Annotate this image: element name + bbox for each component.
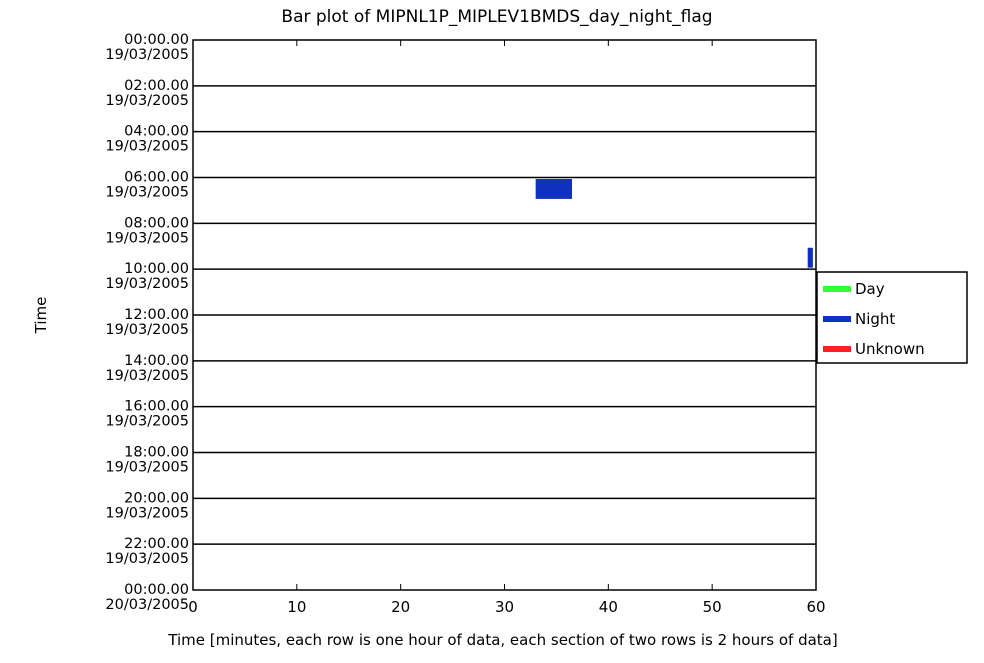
x-tick-label: 0 [188,598,198,616]
x-tick-label: 60 [806,598,825,616]
legend-swatch-unknown [823,346,851,352]
y-tick-date: 19/03/2005 [105,185,189,201]
y-tick-time: 00:00.00 [124,32,189,48]
y-tick-time: 10:00.00 [124,261,189,277]
y-tick-time: 18:00.00 [124,445,189,461]
legend: Day Night Unknown [816,271,968,364]
bars [535,179,813,268]
y-tick-date: 19/03/2005 [105,414,189,430]
y-tick-time: 22:00.00 [124,536,189,552]
y-tick-date: 19/03/2005 [105,460,189,476]
y-tick-time: 14:00.00 [124,353,189,369]
legend-swatch-night [823,316,851,322]
y-tick-date: 19/03/2005 [105,322,189,338]
y-tick-time: 16:00.00 [124,399,189,415]
x-tick-label: 20 [391,598,410,616]
y-tick-time: 06:00.00 [124,170,189,186]
y-tick-time: 02:00.00 [124,78,189,94]
y-tick-time: 20:00.00 [124,490,189,506]
legend-label-night: Night [855,310,895,328]
x-axis-title: Time [minutes, each row is one hour of d… [167,631,837,649]
y-tick-date: 19/03/2005 [105,368,189,384]
x-tick-label: 40 [599,598,618,616]
y-tick-date: 19/03/2005 [105,276,189,292]
y-tick-date: 19/03/2005 [105,47,189,63]
y-tick-time: 08:00.00 [124,215,189,231]
x-tick-label: 10 [287,598,306,616]
x-axis: 0 10 20 30 40 50 60 [188,40,826,616]
legend-swatch-day [823,286,851,292]
legend-label-unknown: Unknown [855,340,925,358]
gridlines [193,85,816,545]
y-tick-time: 12:00.00 [124,307,189,323]
bar-segment-night [807,247,813,268]
y-tick-date: 19/03/2005 [105,139,189,155]
y-tick-date: 20/03/2005 [105,597,189,613]
legend-label-day: Day [855,280,885,298]
x-tick-label: 50 [703,598,722,616]
chart-title: Bar plot of MIPNL1P_MIPLEV1BMDS_day_nigh… [281,7,712,27]
y-tick-date: 19/03/2005 [105,93,189,109]
y-axis: 00:00.0019/03/200502:00.0019/03/200504:0… [105,32,189,613]
y-tick-time: 04:00.00 [124,124,189,140]
y-tick-date: 19/03/2005 [105,551,189,567]
y-axis-title: Time [32,297,50,335]
bar-segment-night [535,179,572,199]
x-tick-label: 30 [495,598,514,616]
y-tick-date: 19/03/2005 [105,505,189,521]
y-tick-date: 19/03/2005 [105,230,189,246]
y-tick-time: 00:00.00 [124,582,189,598]
